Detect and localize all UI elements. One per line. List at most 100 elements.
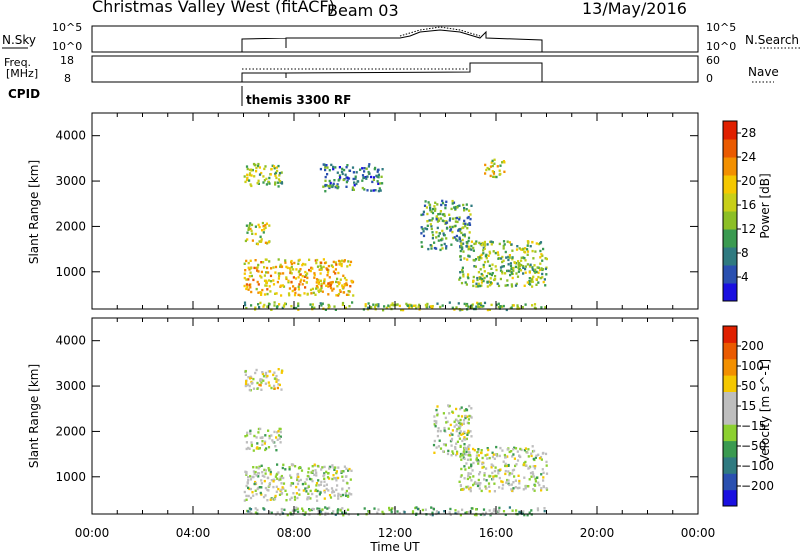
power-cell (288, 287, 291, 290)
power-cell (485, 275, 488, 278)
power-cell (327, 303, 330, 307)
power-cell (328, 276, 331, 279)
power-cell (467, 236, 471, 240)
power-cell (528, 265, 532, 268)
velocity-cell (459, 445, 462, 448)
power-cell (376, 180, 379, 183)
power-cell (346, 265, 349, 268)
velocity-cell (467, 474, 470, 478)
velocity-cell (464, 416, 467, 420)
power-cell (329, 183, 332, 187)
power-cell (528, 277, 531, 280)
velocity-cell (282, 482, 286, 485)
x-tick-label: 00:00 (681, 526, 716, 540)
power-cell (517, 260, 520, 263)
velocity-cell (516, 450, 519, 453)
velocity-cell (292, 492, 295, 495)
power-cell (441, 201, 445, 205)
velocity-colorbar-segment (723, 456, 737, 474)
power-cell (255, 166, 258, 170)
power-cell (450, 243, 453, 246)
power-cell (467, 245, 470, 248)
power-cell (510, 272, 513, 275)
velocity-cell (346, 482, 349, 485)
power-cell (456, 220, 459, 224)
velocity-cell (319, 483, 322, 486)
power-cell (509, 269, 512, 273)
power-cell (262, 225, 265, 228)
power-cell (426, 302, 429, 306)
power-cell (249, 286, 252, 289)
velocity-cell (433, 451, 436, 454)
power-cell (372, 178, 375, 181)
velocity-cell (304, 511, 307, 514)
power-cell (482, 265, 485, 269)
power-cell (443, 242, 446, 246)
velocity-cell (311, 507, 314, 511)
velocity-cell (519, 447, 522, 451)
power-cell (264, 241, 267, 244)
power-cell (449, 217, 452, 220)
power-cell (458, 237, 461, 240)
power-cell (511, 258, 514, 261)
velocity-colorbar-tick-label: 200 (741, 339, 764, 353)
power-cell (348, 169, 352, 172)
power-cell (535, 242, 538, 245)
power-cell (290, 265, 293, 269)
velocity-cell (525, 464, 528, 467)
velocity-cell (277, 368, 280, 371)
velocity-cell (328, 494, 332, 497)
velocity-cell (463, 430, 466, 434)
power-cell (475, 305, 478, 308)
power-cell (272, 283, 276, 286)
velocity-cell (465, 450, 468, 453)
power-cell (483, 276, 486, 280)
power-cell (320, 268, 323, 271)
power-cell (320, 282, 323, 285)
power-cell (277, 258, 280, 261)
velocity-cell (457, 434, 460, 438)
velocity-cell (518, 482, 521, 485)
velocity-cell (264, 448, 267, 452)
velocity-cell (342, 479, 345, 482)
velocity-cell (297, 479, 300, 483)
velocity-cell (323, 484, 326, 487)
power-cell (526, 281, 529, 284)
power-cell (243, 276, 246, 280)
velocity-cell (480, 451, 483, 455)
power-cell (390, 303, 393, 307)
power-cell (305, 274, 308, 277)
velocity-cell (455, 423, 458, 426)
power-cell (435, 215, 438, 218)
velocity-cell (498, 454, 501, 458)
power-cell (254, 225, 257, 228)
power-cell (295, 306, 298, 310)
power-cell (345, 185, 348, 188)
velocity-cell (347, 487, 351, 490)
velocity-cell (515, 463, 518, 466)
power-cell (488, 308, 491, 311)
velocity-cell (437, 445, 440, 448)
power-cell (472, 275, 475, 279)
velocity-cell (431, 513, 434, 517)
power-cell (529, 263, 532, 266)
velocity-cell (281, 486, 284, 489)
velocity-colorbar-segment (723, 375, 737, 392)
velocity-cell (275, 490, 278, 493)
power-cell (297, 302, 300, 305)
power-cell (516, 275, 520, 278)
velocity-cell (504, 464, 507, 468)
power-cell (270, 267, 273, 270)
power-cell (325, 284, 328, 287)
power-cell (431, 207, 435, 211)
power-cell (274, 174, 277, 177)
velocity-cell (335, 470, 338, 473)
power-cell (276, 169, 279, 173)
power-cell (539, 262, 542, 265)
power-cell (512, 304, 515, 307)
power-cell (279, 265, 282, 268)
power-cell (268, 176, 271, 180)
power-cell (457, 229, 460, 232)
velocity-cell (475, 508, 478, 511)
velocity-colorbar-tick-label: 15 (741, 399, 756, 413)
